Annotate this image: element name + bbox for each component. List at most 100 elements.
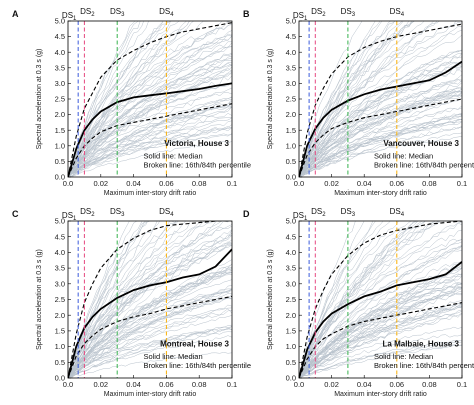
plot-area (299, 221, 462, 378)
individual-curve (68, 307, 232, 378)
individual-curve (299, 116, 462, 177)
individual-curve (68, 21, 144, 177)
individual-curve (299, 21, 425, 176)
x-tick-label: 0.06 (389, 380, 404, 389)
individual-curve (68, 309, 232, 378)
y-tick-label: 4.0 (55, 248, 65, 257)
y-tick-label: 4.0 (286, 48, 296, 57)
individual-curve (299, 245, 462, 378)
panel-letter: B (243, 9, 250, 19)
individual-curve (68, 35, 232, 177)
y-tick-label: 2.5 (286, 295, 296, 304)
chart-title: Montreal, House 3 (160, 340, 229, 349)
y-axis-label: Spectral acceleration at 0.3 s (g) (267, 249, 274, 350)
individual-curve (68, 112, 232, 177)
individual-curve (68, 229, 232, 378)
x-tick-label: 0.04 (126, 380, 141, 389)
x-tick-label: 0.1 (457, 179, 467, 188)
individual-curve (299, 105, 462, 177)
y-tick-label: 1.0 (55, 342, 65, 351)
individual-curve (68, 21, 232, 177)
x-tick-label: 0.08 (422, 380, 437, 389)
individual-curve (299, 92, 462, 176)
individual-curve (299, 53, 462, 177)
y-tick-label: 0.5 (55, 157, 65, 166)
individual-curve (68, 224, 232, 378)
individual-curve (68, 221, 143, 378)
y-tick-label: 2.0 (286, 110, 296, 119)
individual-curve (68, 221, 210, 376)
individual-curve (299, 287, 462, 377)
legend-note: Broken line: 16th/84th percentile (143, 160, 251, 169)
individual-curve (299, 221, 399, 376)
x-tick-label: 0.06 (159, 380, 174, 389)
median-line (68, 82, 232, 177)
individual-curve (299, 121, 462, 177)
individual-curve (68, 141, 232, 177)
individual-curve (299, 221, 374, 378)
individual-curve (299, 222, 462, 376)
y-tick-label: 1.5 (55, 327, 65, 336)
individual-curve (68, 124, 232, 177)
individual-curve (299, 88, 462, 176)
individual-curve (68, 221, 187, 378)
individual-curve (299, 221, 427, 378)
individual-curve (299, 95, 462, 177)
individual-curve (299, 119, 462, 177)
plot-area (299, 21, 462, 177)
x-tick-label: 0.0 (63, 179, 73, 188)
y-tick-label: 2.5 (286, 95, 296, 104)
damage-state-label: DS4 (390, 207, 405, 218)
individual-curve (299, 304, 462, 377)
chart-title: La Malbaie, House 3 (383, 340, 460, 349)
y-axis-label: Spectral acceleration at 0.3 s (g) (267, 49, 274, 150)
individual-curve (299, 132, 462, 177)
y-tick-label: 3.0 (286, 279, 296, 288)
individual-curve (299, 21, 363, 177)
x-tick-label: 0.08 (192, 179, 207, 188)
legend-note: Solid line: Median (143, 151, 202, 160)
individual-curve (299, 286, 462, 378)
individual-curve (299, 344, 462, 378)
individual-curve (299, 306, 462, 378)
individual-curve (68, 289, 232, 377)
x-axis-label: Maximum inter-story drift ratio (104, 190, 197, 197)
percentile-line (299, 221, 462, 378)
individual-curve (299, 221, 423, 377)
y-tick-label: 1.0 (55, 141, 65, 150)
individual-curve (68, 99, 232, 177)
individual-curve (68, 97, 232, 177)
individual-curve (299, 221, 436, 377)
individual-curve (68, 234, 232, 378)
damage-state-label: DS3 (341, 7, 356, 18)
y-tick-label: 1.5 (286, 126, 296, 135)
x-tick-label: 0.04 (357, 380, 372, 389)
individual-curve (68, 133, 232, 177)
y-tick-label: 2.5 (55, 95, 65, 104)
individual-curve (68, 327, 232, 377)
x-tick-label: 0.1 (227, 380, 237, 389)
individual-curve (68, 21, 164, 175)
individual-curve (68, 66, 232, 177)
individual-curve (299, 221, 417, 378)
x-tick-label: 0.06 (389, 179, 404, 188)
y-tick-label: 1.0 (286, 342, 296, 351)
y-tick-label: 4.5 (286, 232, 296, 241)
individual-curve (299, 267, 462, 378)
x-tick-label: 0.1 (457, 380, 467, 389)
y-tick-label: 3.0 (286, 79, 296, 88)
individual-curve (299, 50, 462, 177)
individual-curve (68, 221, 148, 376)
individual-curve (68, 63, 232, 176)
y-tick-label: 2.0 (286, 311, 296, 320)
individual-curve (299, 340, 462, 378)
individual-curve (299, 98, 462, 177)
individual-curve (299, 21, 381, 177)
damage-state-label: DS1 (62, 11, 77, 22)
y-tick-label: 3.5 (286, 264, 296, 273)
individual-curve (299, 21, 435, 177)
chart-title: Victoria, House 3 (164, 139, 229, 148)
individual-curve (68, 70, 232, 177)
y-tick-label: 2.0 (55, 311, 65, 320)
